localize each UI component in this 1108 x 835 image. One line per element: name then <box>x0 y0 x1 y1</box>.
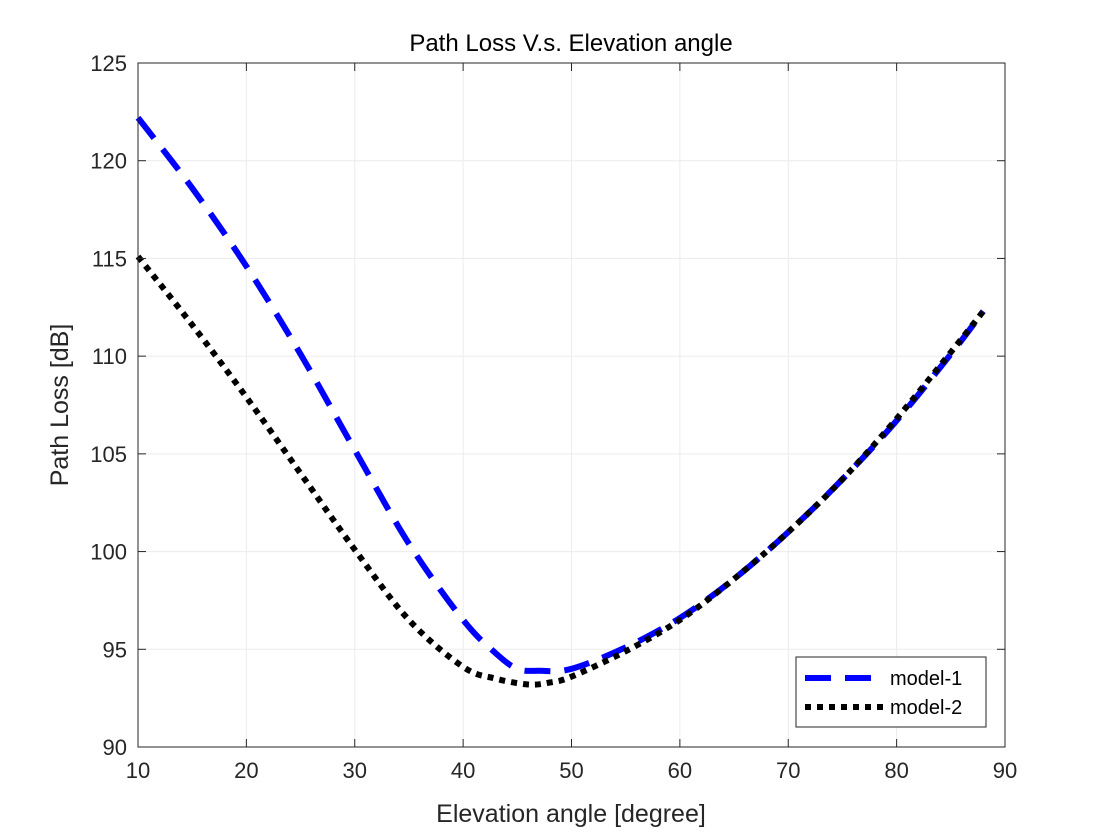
x-tick-label: 20 <box>234 758 258 783</box>
legend-label-model-2: model-2 <box>890 697 962 719</box>
y-tick-label: 120 <box>90 149 127 174</box>
x-axis-title: Elevation angle [degree] <box>436 800 706 828</box>
x-tick-label: 50 <box>559 758 583 783</box>
legend-label-model-1: model-1 <box>890 668 962 690</box>
legend: model-1 model-2 <box>795 656 987 728</box>
series-line-model-1 <box>135 115 986 675</box>
x-tick-label: 70 <box>776 758 800 783</box>
y-tick-label: 105 <box>90 442 127 467</box>
y-tick-label: 125 <box>90 51 127 76</box>
series-layer <box>135 115 986 688</box>
grid <box>137 62 1006 748</box>
tick-labels: 10 20 30 40 50 60 70 80 90 90 95 100 105 110 115 120 125 <box>90 51 1017 783</box>
x-tick-label: 60 <box>668 758 692 783</box>
chart-title: Path Loss V.s. Elevation angle <box>409 30 732 57</box>
ticks <box>137 62 1006 748</box>
y-tick-label: 110 <box>92 344 127 369</box>
legend-box <box>795 656 987 728</box>
x-tick-label: 40 <box>451 758 475 783</box>
y-tick-label: 90 <box>103 735 127 760</box>
y-tick-label: 115 <box>92 246 127 271</box>
y-tick-label: 100 <box>90 540 127 565</box>
y-axis-title: Path Loss [dB] <box>46 324 74 487</box>
x-tick-label: 90 <box>993 758 1017 783</box>
x-tick-label: 10 <box>126 758 150 783</box>
series-line-model-2 <box>135 254 986 688</box>
x-tick-label: 30 <box>343 758 367 783</box>
x-tick-label: 80 <box>884 758 908 783</box>
y-tick-label: 95 <box>103 637 127 662</box>
